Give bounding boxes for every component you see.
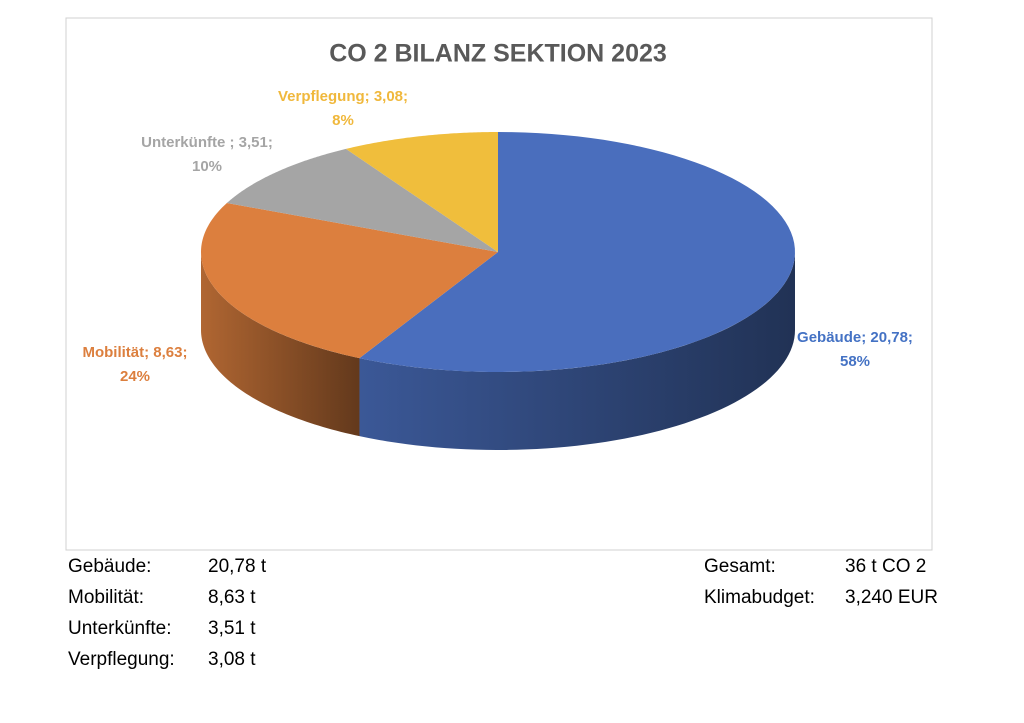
summary-value: 20,78 t xyxy=(208,556,267,577)
summary-label: Unterkünfte: xyxy=(68,618,172,639)
percent-label: 58% xyxy=(840,353,870,370)
slice-side xyxy=(359,252,795,450)
slice xyxy=(359,132,795,372)
summary-label: Verpflegung: xyxy=(68,649,175,670)
summary-value: 3,51 t xyxy=(208,618,256,639)
summary-label: Klimabudget: xyxy=(704,587,815,608)
percent-label: 24% xyxy=(120,368,150,385)
slice-side xyxy=(201,252,360,437)
labels: Gebäude; 20,78; 58% Mobilität; 8,63; 24% Unt… xyxy=(82,88,912,385)
data-label: Mobilität; 8,63; xyxy=(82,344,187,361)
summary: Gebäude: 20,78 t Mobilität: 8,63 t Unterkünf… xyxy=(68,556,938,670)
percent-label: 10% xyxy=(192,158,222,175)
slice xyxy=(201,203,498,359)
summary-value: 36 t CO 2 xyxy=(845,556,926,577)
summary-label: Mobilität: xyxy=(68,587,144,608)
summary-value: 3,240 EUR xyxy=(845,587,938,608)
summary-label: Gebäude: xyxy=(68,556,151,577)
slice xyxy=(345,132,498,252)
slice xyxy=(226,148,498,252)
summary-value: 3,08 t xyxy=(208,649,256,670)
pie xyxy=(201,132,795,450)
data-label: Unterkünfte ; 3,51; xyxy=(141,134,273,151)
summary-label: Gesamt: xyxy=(704,556,776,577)
data-label: Verpflegung; 3,08; xyxy=(278,88,408,105)
data-label: Gebäude; 20,78; xyxy=(797,329,913,346)
summary-value: 8,63 t xyxy=(208,587,256,608)
chart-title: CO 2 BILANZ SEKTION 2023 xyxy=(329,40,667,68)
percent-label: 8% xyxy=(332,112,354,129)
